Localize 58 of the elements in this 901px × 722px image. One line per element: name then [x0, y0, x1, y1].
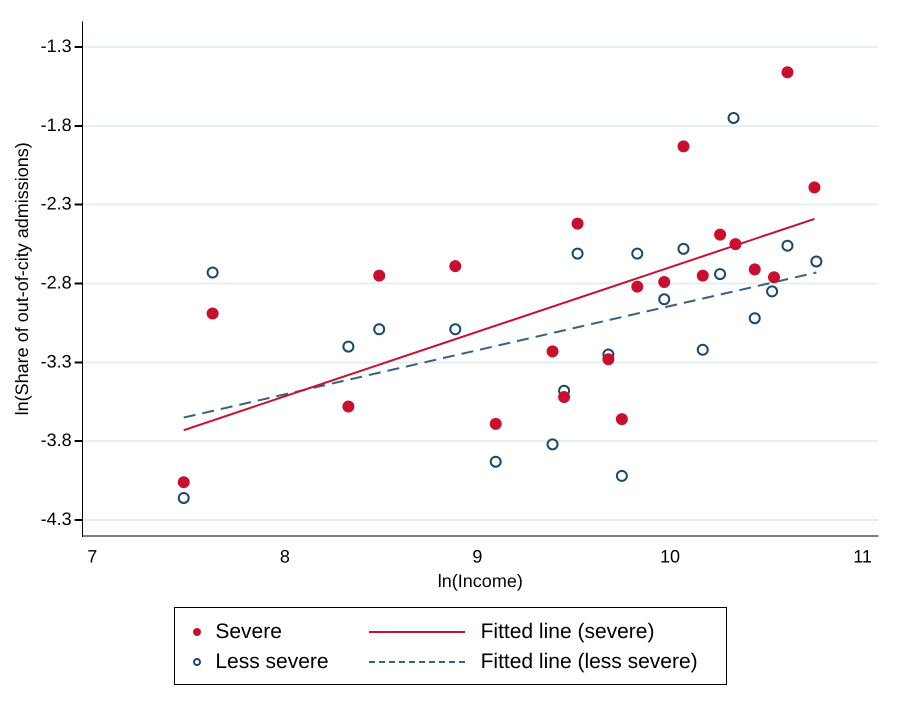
y-tick-label: -2.3 [40, 194, 72, 214]
y-tick-label: -3.8 [40, 430, 72, 450]
point [373, 323, 386, 336]
point [808, 181, 820, 194]
point [677, 140, 690, 152]
point [768, 271, 780, 284]
y-tick-label: -4.3 [40, 509, 72, 529]
point [616, 413, 628, 426]
point [546, 438, 559, 450]
legend-label: Less severe [215, 650, 329, 674]
legend-label: Severe [215, 620, 282, 644]
x-tick-label: 11 [853, 546, 872, 567]
x-tick-label: 8 [280, 546, 290, 567]
point [178, 476, 190, 488]
y-tick-label: -2.8 [40, 272, 72, 292]
point [729, 238, 742, 250]
point [728, 112, 740, 124]
point [658, 276, 670, 288]
x-axis-title: ln(Income) [438, 571, 523, 592]
x-tick-label: 7 [87, 546, 98, 567]
point [206, 307, 219, 320]
point [602, 353, 614, 366]
point [449, 260, 462, 272]
point [658, 293, 670, 306]
x-tick-label: 9 [472, 546, 482, 567]
point [781, 66, 794, 78]
point [490, 418, 502, 430]
point [449, 323, 462, 336]
point [572, 218, 584, 230]
point [616, 470, 628, 482]
y-tick-label: -1.8 [40, 114, 72, 135]
y-tick-label: -1.3 [40, 36, 72, 56]
point [696, 344, 709, 356]
legend-label: Fitted line (severe) [480, 620, 654, 644]
point [342, 340, 354, 353]
point [781, 240, 794, 252]
legend-label: Fitted line (less severe) [480, 650, 698, 674]
point [631, 248, 644, 260]
point [546, 345, 559, 358]
point [714, 268, 726, 280]
point [766, 285, 778, 298]
point [206, 266, 219, 278]
point [748, 312, 761, 324]
point [677, 242, 690, 255]
point [748, 263, 761, 276]
point [558, 391, 570, 404]
point [178, 492, 190, 504]
point [714, 228, 726, 241]
y-axis-title: ln(Share of out-of-city admissions) [12, 142, 32, 416]
point [342, 400, 354, 413]
x-tick-label: 10 [660, 546, 680, 567]
point [810, 255, 822, 268]
point [373, 270, 386, 282]
point [631, 280, 644, 293]
point [696, 270, 709, 282]
y-tick-label: -3.3 [40, 351, 72, 372]
point [490, 456, 502, 468]
point [572, 248, 584, 260]
